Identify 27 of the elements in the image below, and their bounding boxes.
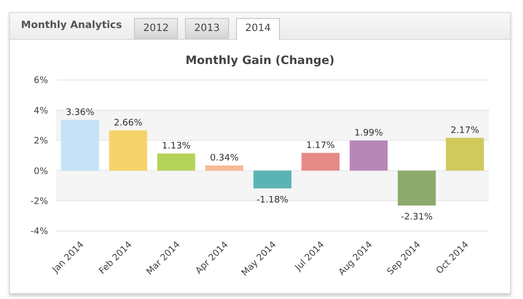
- data-label: 1.17%: [306, 140, 336, 151]
- data-label: -2.31%: [400, 212, 434, 222]
- bar: [61, 120, 99, 171]
- y-tick-label: -4%: [30, 227, 48, 238]
- data-label: 0.34%: [210, 153, 240, 164]
- chart-title: Monthly Gain (Change): [184, 53, 336, 67]
- y-tick-label: -2%: [30, 196, 48, 207]
- data-label: -1.18%: [256, 195, 289, 206]
- data-label: 2.66%: [114, 118, 143, 128]
- bar: [446, 138, 484, 171]
- bar: [350, 140, 388, 171]
- bar: [205, 165, 244, 171]
- y-tick-label: 2%: [34, 136, 48, 147]
- y-tick-label: 6%: [34, 76, 48, 86]
- text: Monthly Analytics: [21, 20, 122, 31]
- y-tick-label: 0%: [34, 166, 48, 177]
- data-label: 2.17%: [450, 126, 480, 136]
- text: 2012: [134, 18, 178, 39]
- data-label: 1.13%: [162, 142, 191, 152]
- y-tick-label: 4%: [34, 106, 48, 116]
- text: 2013: [185, 18, 229, 39]
- text: 2014: [236, 18, 280, 40]
- bar: [157, 154, 196, 171]
- bar: [109, 130, 148, 171]
- bar: [302, 152, 340, 171]
- data-label: 3.36%: [66, 108, 95, 118]
- data-label: 1.99%: [354, 128, 384, 139]
